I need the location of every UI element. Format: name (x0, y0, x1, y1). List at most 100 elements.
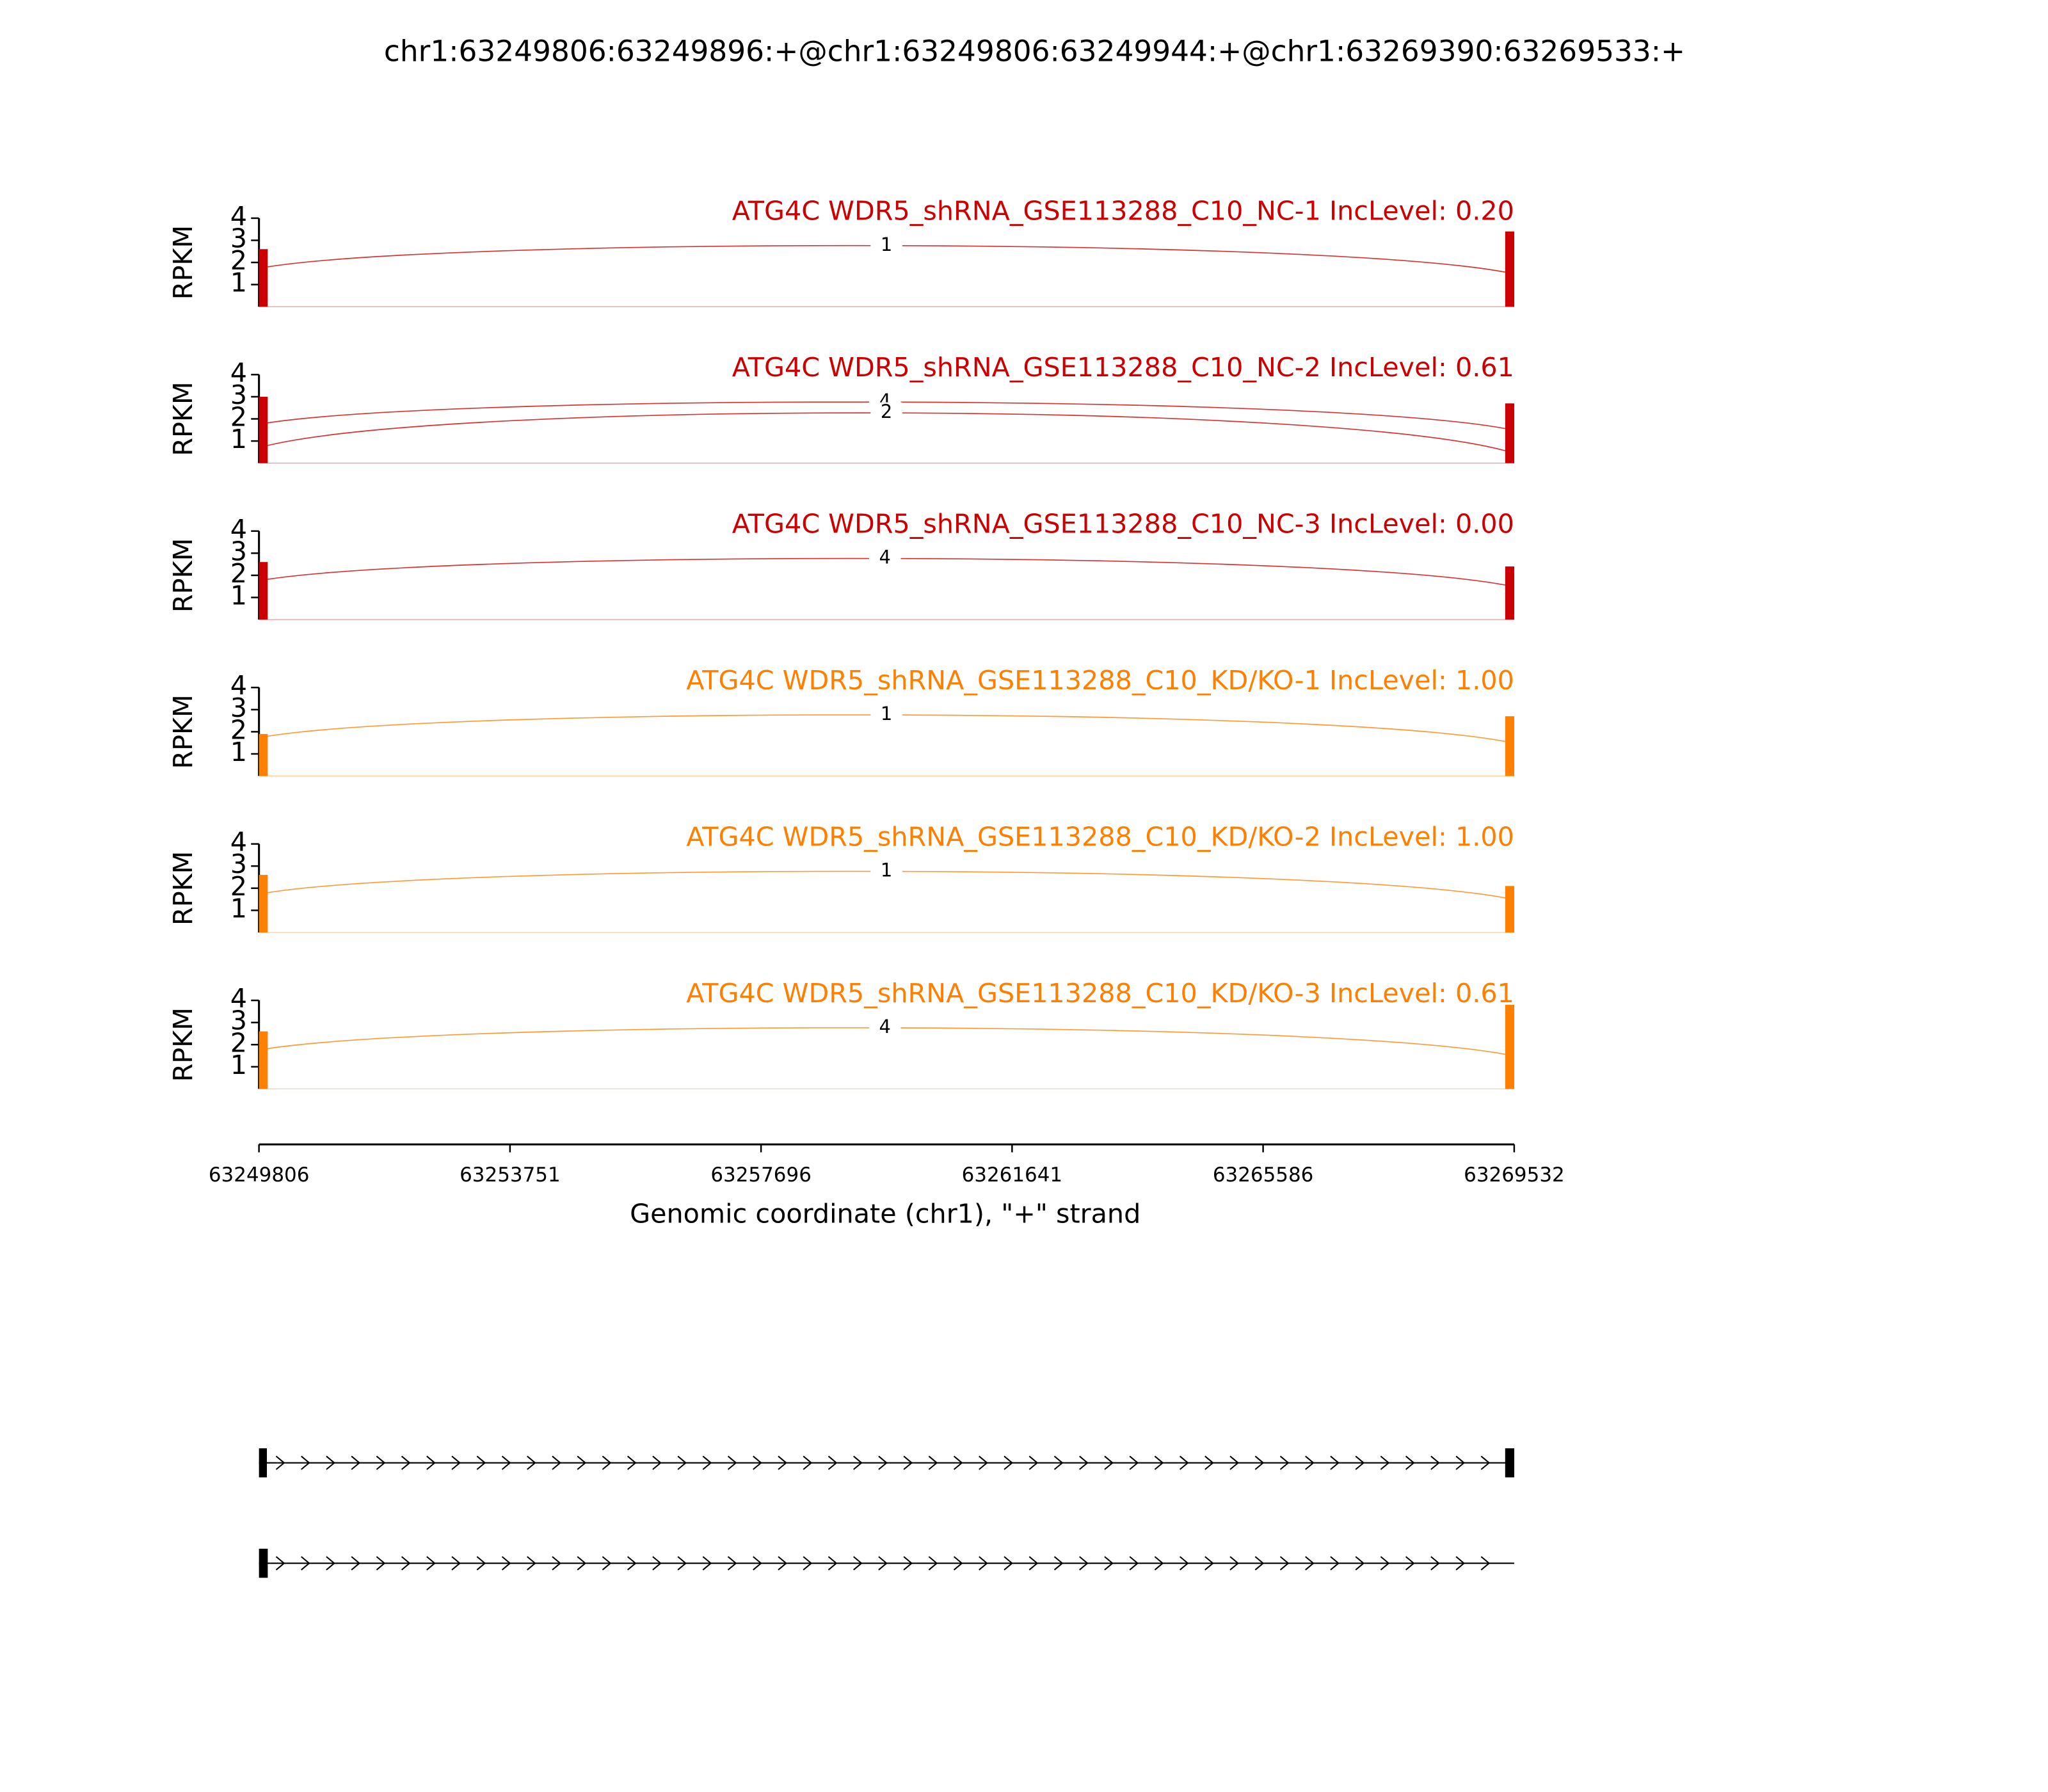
junction-label: 4 (879, 547, 891, 568)
strand-arrow (928, 1455, 938, 1470)
strand-arrow (903, 1556, 913, 1571)
y-tick-label: 2 (230, 714, 247, 745)
strand-arrow (1279, 1556, 1290, 1571)
coverage-bar (259, 875, 268, 932)
y-tick-label: 3 (230, 692, 247, 723)
strand-arrow (1330, 1455, 1340, 1470)
strand-arrow (1380, 1556, 1390, 1571)
strand-arrow (1079, 1455, 1089, 1470)
y-tick-label: 3 (230, 536, 247, 566)
y-tick-label: 3 (230, 380, 247, 410)
strand-arrow (326, 1556, 335, 1571)
strand-arrow (828, 1556, 838, 1571)
strand-arrow (878, 1455, 888, 1470)
junction-label: 1 (881, 234, 892, 255)
y-tick-label: 4 (230, 827, 247, 858)
strand-arrow (1179, 1556, 1189, 1571)
y-tick-label: 4 (230, 201, 247, 232)
strand-arrow (351, 1455, 361, 1470)
strand-arrow (1355, 1455, 1365, 1470)
strand-arrow (979, 1455, 988, 1470)
coverage-bar (1505, 1005, 1515, 1089)
strand-arrow (979, 1556, 988, 1571)
junction-label-bg (870, 402, 902, 424)
strand-arrow (326, 1455, 335, 1470)
coverage-bar (1505, 403, 1515, 463)
y-tick-label: 1 (230, 893, 247, 924)
strand-arrow (577, 1556, 587, 1571)
strand-arrow (1104, 1556, 1114, 1571)
y-tick-label: 1 (230, 1050, 247, 1080)
strand-arrow (451, 1556, 461, 1571)
coverage-bar (259, 396, 268, 463)
x-tick-label: 63269532 (1464, 1164, 1565, 1187)
strand-arrow (376, 1455, 386, 1470)
strand-arrow (552, 1455, 561, 1470)
y-tick-label: 2 (230, 558, 247, 589)
y-tick-label: 1 (230, 580, 247, 611)
strand-arrow (778, 1455, 787, 1470)
coverage-bar (1505, 566, 1515, 620)
strand-arrow (476, 1556, 486, 1571)
junction-label-bg (870, 235, 902, 257)
strand-arrow (1305, 1455, 1315, 1470)
chart-title: chr1:63249806:63249896:+@chr1:63249806:6… (384, 34, 1685, 68)
y-tick-label: 4 (230, 983, 247, 1014)
strand-arrow (1229, 1556, 1240, 1571)
strand-arrow (677, 1556, 687, 1571)
x-tick-label: 63253751 (460, 1164, 561, 1187)
y-tick-label: 1 (230, 424, 247, 454)
strand-arrow (1455, 1455, 1466, 1470)
strand-arrow (1405, 1556, 1415, 1571)
strand-arrow (727, 1455, 737, 1470)
strand-arrow (778, 1556, 787, 1571)
coverage-bar (1505, 886, 1515, 932)
strand-arrow (1204, 1556, 1214, 1571)
strand-arrow (878, 1556, 888, 1571)
y-tick-label: 2 (230, 245, 247, 276)
strand-arrow (753, 1455, 762, 1470)
strand-arrow (1355, 1556, 1365, 1571)
coverage-bar (1505, 716, 1515, 776)
strand-arrow (301, 1556, 310, 1571)
strand-arrow (1028, 1455, 1039, 1470)
junction-label-bg (870, 861, 902, 883)
strand-arrow (1129, 1455, 1139, 1470)
strand-arrow (1104, 1455, 1114, 1470)
track-label: ATG4C WDR5_shRNA_GSE113288_C10_KD/KO-2 I… (686, 821, 1514, 852)
strand-arrow (652, 1455, 662, 1470)
strand-arrow (351, 1556, 361, 1571)
strand-arrow (1254, 1556, 1265, 1571)
strand-arrow (702, 1556, 712, 1571)
strand-arrow (1279, 1455, 1290, 1470)
strand-arrow (301, 1455, 310, 1470)
junction-label-bg (868, 548, 901, 570)
x-tick-label: 63265586 (1213, 1164, 1314, 1187)
junction-label: 1 (881, 860, 892, 881)
strand-arrow (476, 1455, 486, 1470)
coverage-bar (259, 249, 268, 307)
track-label: ATG4C WDR5_shRNA_GSE113288_C10_KD/KO-1 I… (686, 665, 1514, 696)
strand-arrow (828, 1455, 838, 1470)
y-tick-label: 1 (230, 268, 247, 298)
x-tick-label: 63261641 (962, 1164, 1063, 1187)
exon (259, 1448, 268, 1478)
strand-arrow (903, 1455, 913, 1470)
strand-arrow (1204, 1455, 1214, 1470)
strand-arrow (1154, 1556, 1164, 1571)
strand-arrow (376, 1556, 386, 1571)
strand-arrow (803, 1455, 813, 1470)
strand-arrow (627, 1455, 637, 1470)
y-axis-label: RPKM (168, 538, 198, 612)
strand-arrow (1380, 1455, 1390, 1470)
strand-arrow (1254, 1455, 1265, 1470)
y-tick-label: 2 (230, 402, 247, 433)
strand-arrow (1004, 1455, 1014, 1470)
strand-arrow (401, 1556, 411, 1571)
strand-arrow (1053, 1556, 1064, 1571)
strand-arrow (1305, 1556, 1315, 1571)
strand-arrow (426, 1556, 436, 1571)
y-axis-label: RPKM (168, 851, 198, 925)
y-axis-label: RPKM (168, 694, 198, 769)
